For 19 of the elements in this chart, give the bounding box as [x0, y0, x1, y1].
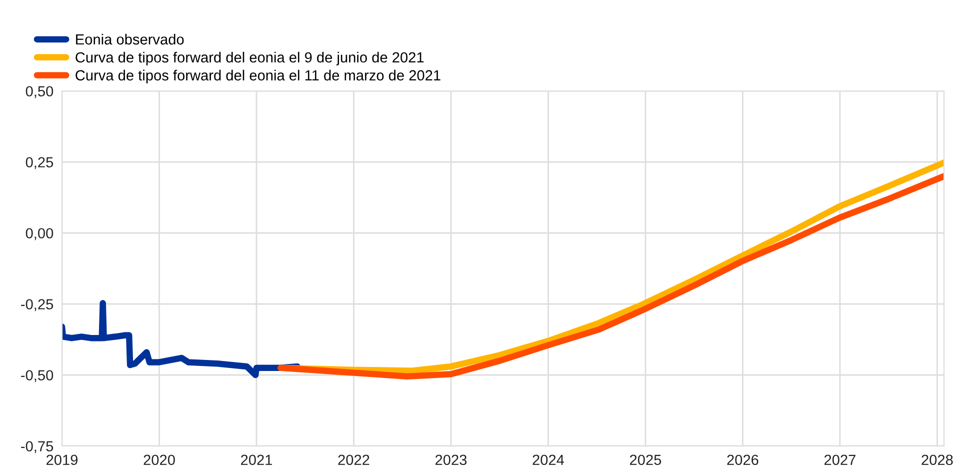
legend-label: Eonia observado [76, 34, 184, 45]
x-tick-label: 2021 [241, 454, 272, 466]
x-tick-label: 2025 [630, 454, 662, 466]
x-tick-label: 2022 [338, 454, 370, 466]
y-tick-label: -0,50 [21, 370, 54, 382]
x-tick-label: 2026 [727, 454, 758, 466]
x-tick-label: 2027 [824, 454, 856, 466]
x-tick-label: 2024 [532, 454, 564, 466]
x-tick-label: 2020 [144, 454, 175, 466]
x-tick-label: 2028 [922, 454, 953, 466]
y-tick-label: -0,25 [21, 299, 54, 312]
x-tick-label: 2019 [46, 454, 78, 466]
y-tick-label: 0,50 [26, 86, 54, 98]
legend-label: Curva de tipos forward del eonia el 9 de junio de 2021 [76, 52, 424, 66]
x-tick-label: 2023 [435, 454, 467, 466]
y-tick-label: -0,75 [21, 441, 54, 454]
y-tick-label: 0,25 [26, 157, 54, 170]
y-tick-label: 0,00 [26, 228, 54, 240]
legend-label: Curva de tipos forward del eonia el 11 de marzo de 2021 [76, 70, 440, 84]
